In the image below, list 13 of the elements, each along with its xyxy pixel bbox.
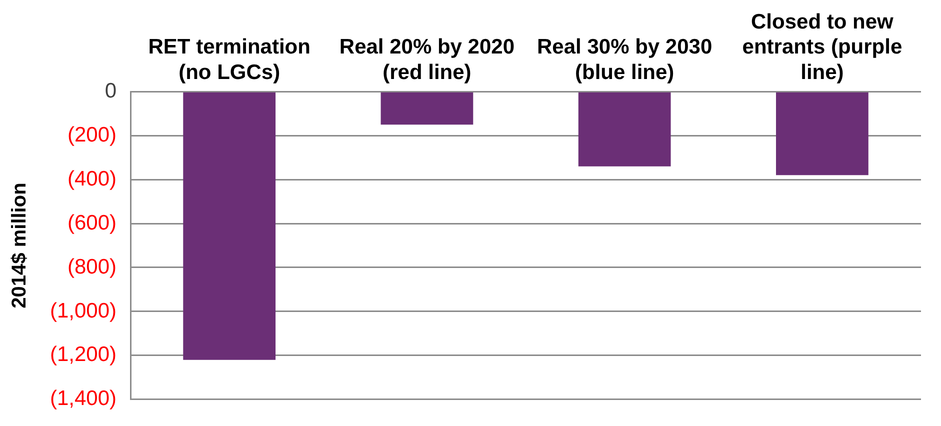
y-tick-label: (1,200) bbox=[50, 343, 117, 366]
y-tick-label: (600) bbox=[68, 211, 117, 234]
y-tick-label: (1,000) bbox=[50, 299, 117, 322]
x-tick-label: Real 30% by 2030 (blue line) bbox=[537, 36, 712, 84]
y-tick-label: (200) bbox=[68, 123, 117, 146]
y-tick-label: (1,400) bbox=[50, 387, 117, 410]
y-axis-title: 2014$ million bbox=[8, 182, 31, 308]
x-tick-label: Closed to new entrants (purple line) bbox=[742, 10, 902, 84]
y-tick-label: (800) bbox=[68, 255, 117, 278]
y-tick-label: (400) bbox=[68, 167, 117, 190]
x-tick-label: Real 20% by 2020 (red line) bbox=[339, 36, 515, 84]
y-tick-label: 0 bbox=[104, 79, 117, 102]
x-tick-label: RET termination (no LGCs) bbox=[148, 36, 310, 84]
